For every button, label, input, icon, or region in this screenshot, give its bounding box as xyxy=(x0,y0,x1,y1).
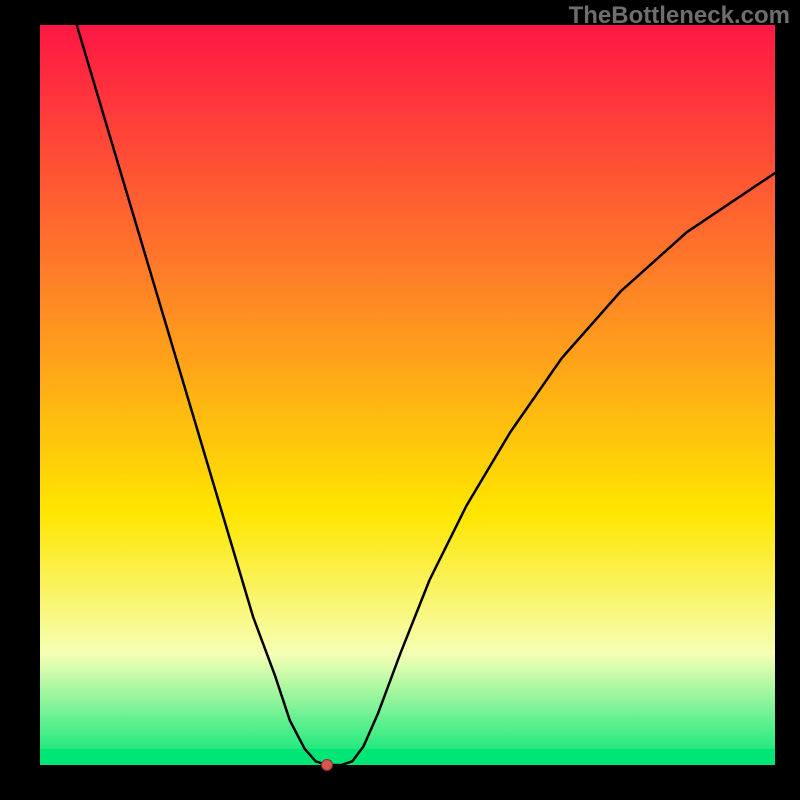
chart-frame: TheBottleneck.com xyxy=(0,0,800,800)
bottleneck-curve xyxy=(40,25,775,765)
watermark-text: TheBottleneck.com xyxy=(569,2,790,30)
plot-area xyxy=(40,25,775,765)
bottleneck-marker xyxy=(321,759,333,771)
